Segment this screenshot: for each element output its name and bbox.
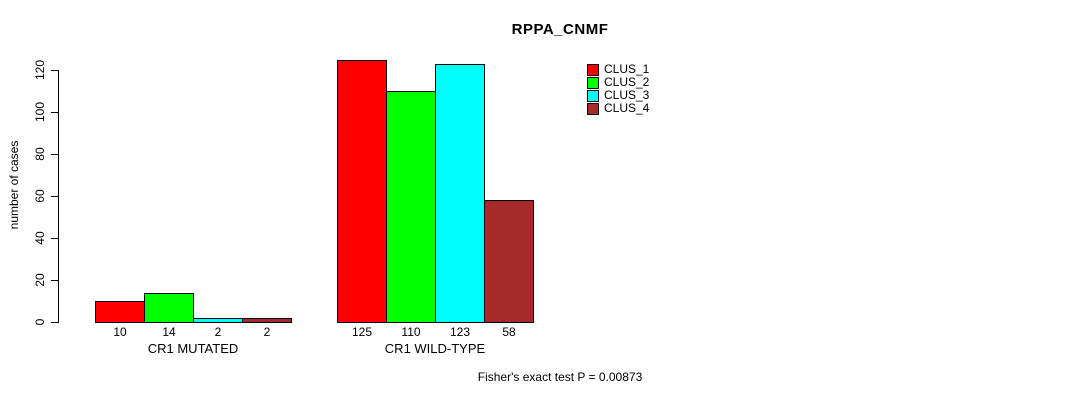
bar-clus_3-mutated (193, 317, 243, 323)
legend-swatch-clus_4 (587, 102, 599, 115)
annotation-fisher-test: Fisher's exact test P = 0.00873 (477, 370, 643, 384)
bar-clus_1-wildtype (337, 59, 387, 323)
legend-label: CLUS_1 (604, 62, 650, 76)
bar-value-label: 125 (351, 325, 373, 339)
bar-clus_1-mutated (95, 301, 145, 323)
y-tick-label: 20 (33, 273, 47, 287)
legend-label: CLUS_3 (604, 88, 650, 102)
y-tick-label: 80 (33, 147, 47, 161)
legend-item: CLUS_3 (587, 89, 649, 102)
category-label: CR1 WILD-TYPE (384, 341, 486, 356)
bar-clus_2-wildtype (386, 91, 436, 323)
y-tick-label: 40 (33, 231, 47, 245)
legend-item: CLUS_1 (587, 63, 649, 76)
y-tick-label: 60 (33, 189, 47, 203)
bar-value-label: 2 (263, 325, 271, 339)
bar-value-label: 14 (162, 325, 176, 339)
bar-clus_3-wildtype (435, 63, 485, 323)
legend: CLUS_1 CLUS_2 CLUS_3 CLUS_4 (587, 63, 649, 115)
category-label: CR1 MUTATED (147, 341, 239, 356)
y-tick (51, 238, 58, 239)
chart-title: RPPA_CNMF (511, 21, 609, 38)
y-tick-label: 120 (33, 59, 47, 81)
bar-value-label: 110 (401, 325, 421, 339)
y-tick (51, 196, 58, 197)
legend-item: CLUS_4 (587, 102, 649, 115)
y-tick-label: 0 (33, 318, 47, 326)
y-axis-line (58, 70, 59, 323)
legend-swatch-clus_1 (587, 63, 599, 76)
y-tick (51, 154, 58, 155)
bar-value-label: 10 (113, 325, 127, 339)
legend-label: CLUS_2 (604, 75, 650, 89)
legend-swatch-clus_2 (587, 76, 599, 89)
bar-value-label: 2 (214, 325, 222, 339)
legend-swatch-clus_3 (587, 89, 599, 102)
y-tick (51, 112, 58, 113)
legend-item: CLUS_2 (587, 76, 649, 89)
y-tick (51, 280, 58, 281)
bar-clus_4-wildtype (484, 200, 534, 323)
y-tick (51, 70, 58, 71)
bar-clus_2-mutated (144, 292, 194, 323)
bar-value-label: 123 (449, 325, 471, 339)
y-tick (51, 322, 58, 323)
legend-label: CLUS_4 (604, 101, 650, 115)
bar-clus_4-mutated (242, 317, 292, 323)
bar-value-label: 58 (502, 325, 516, 339)
y-axis-label: number of cases (7, 140, 21, 230)
y-tick-label: 100 (33, 101, 47, 123)
